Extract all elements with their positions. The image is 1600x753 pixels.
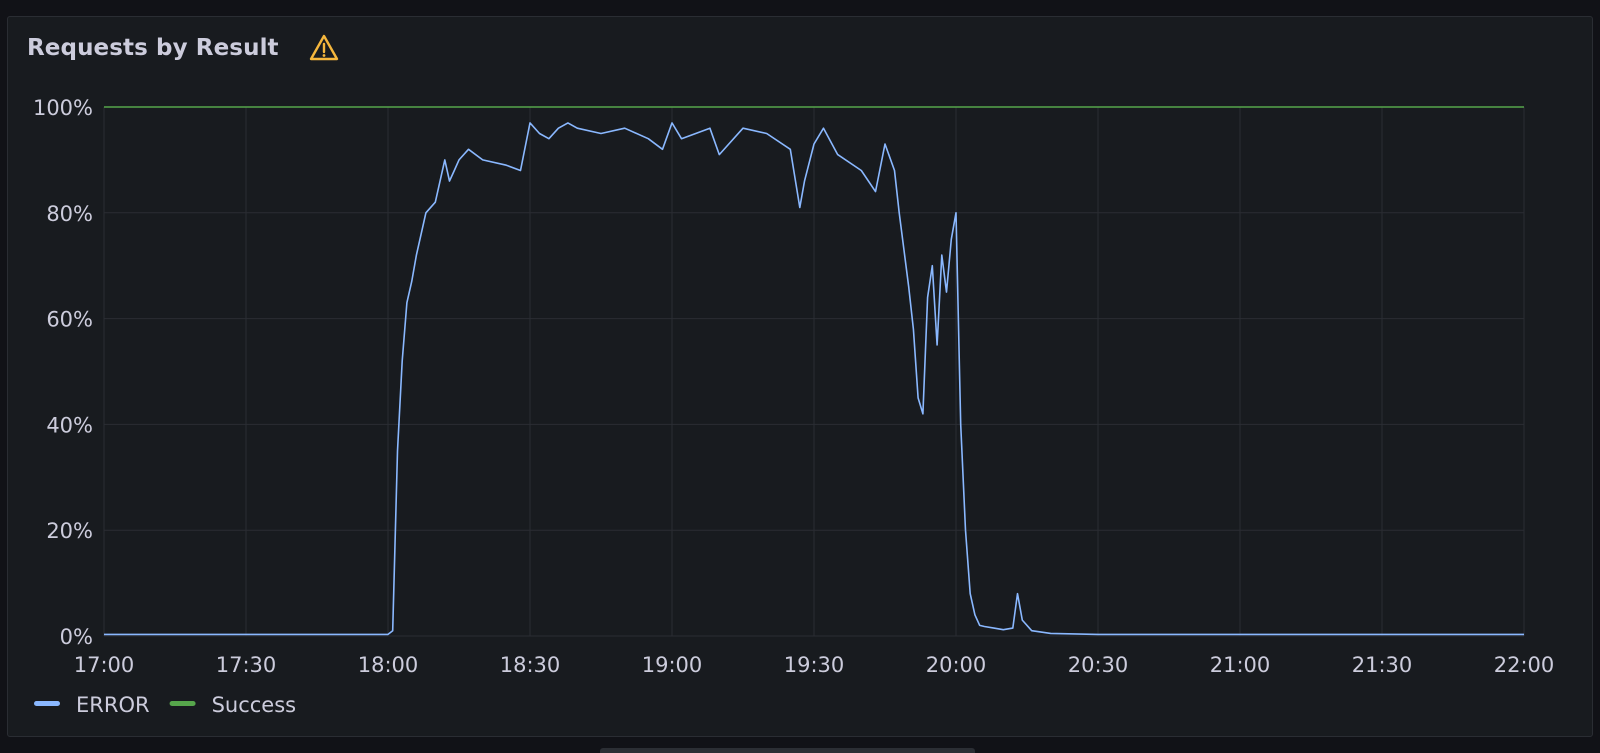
legend-label-success[interactable]: Success (212, 693, 297, 717)
y-tick-label: 40% (46, 413, 93, 437)
y-tick-label: 20% (46, 519, 93, 543)
y-tick-label: 60% (46, 308, 93, 332)
x-tick-label: 19:00 (642, 653, 703, 677)
y-tick-label: 80% (46, 202, 93, 226)
x-axis: 17:00 17:30 18:00 18:30 19:00 19:30 20:00 20:30… (74, 653, 1555, 677)
x-tick-label: 17:00 (74, 653, 135, 677)
x-tick-label: 22:00 (1494, 653, 1555, 677)
x-tick-label: 17:30 (216, 653, 277, 677)
series-line-error (104, 122, 1524, 636)
series-lines (104, 106, 1524, 636)
chart-panel: Requests by Result (7, 16, 1593, 737)
legend-swatch-error (34, 701, 60, 706)
panel-title: Requests by Result (27, 35, 279, 61)
legend-swatch-success (169, 701, 196, 706)
y-tick-label: 0% (60, 625, 93, 649)
scroll-handle[interactable] (600, 748, 975, 753)
legend-label-error[interactable]: ERROR (76, 693, 150, 717)
x-tick-label: 18:30 (500, 653, 561, 677)
x-tick-label: 21:30 (1352, 653, 1413, 677)
x-tick-label: 21:00 (1210, 653, 1271, 677)
x-tick-label: 18:00 (358, 653, 419, 677)
grid-lines (103, 106, 1525, 637)
y-tick-label: 100% (33, 96, 93, 120)
x-tick-label: 20:00 (926, 653, 987, 677)
x-tick-label: 20:30 (1068, 653, 1129, 677)
x-tick-label: 19:30 (784, 653, 845, 677)
warning-triangle-icon[interactable] (309, 33, 339, 63)
y-axis: 0% 20% 40% 60% 80% 100% (33, 96, 93, 649)
legend: ERROR Success (34, 693, 296, 717)
panel-header: Requests by Result (8, 17, 1592, 79)
